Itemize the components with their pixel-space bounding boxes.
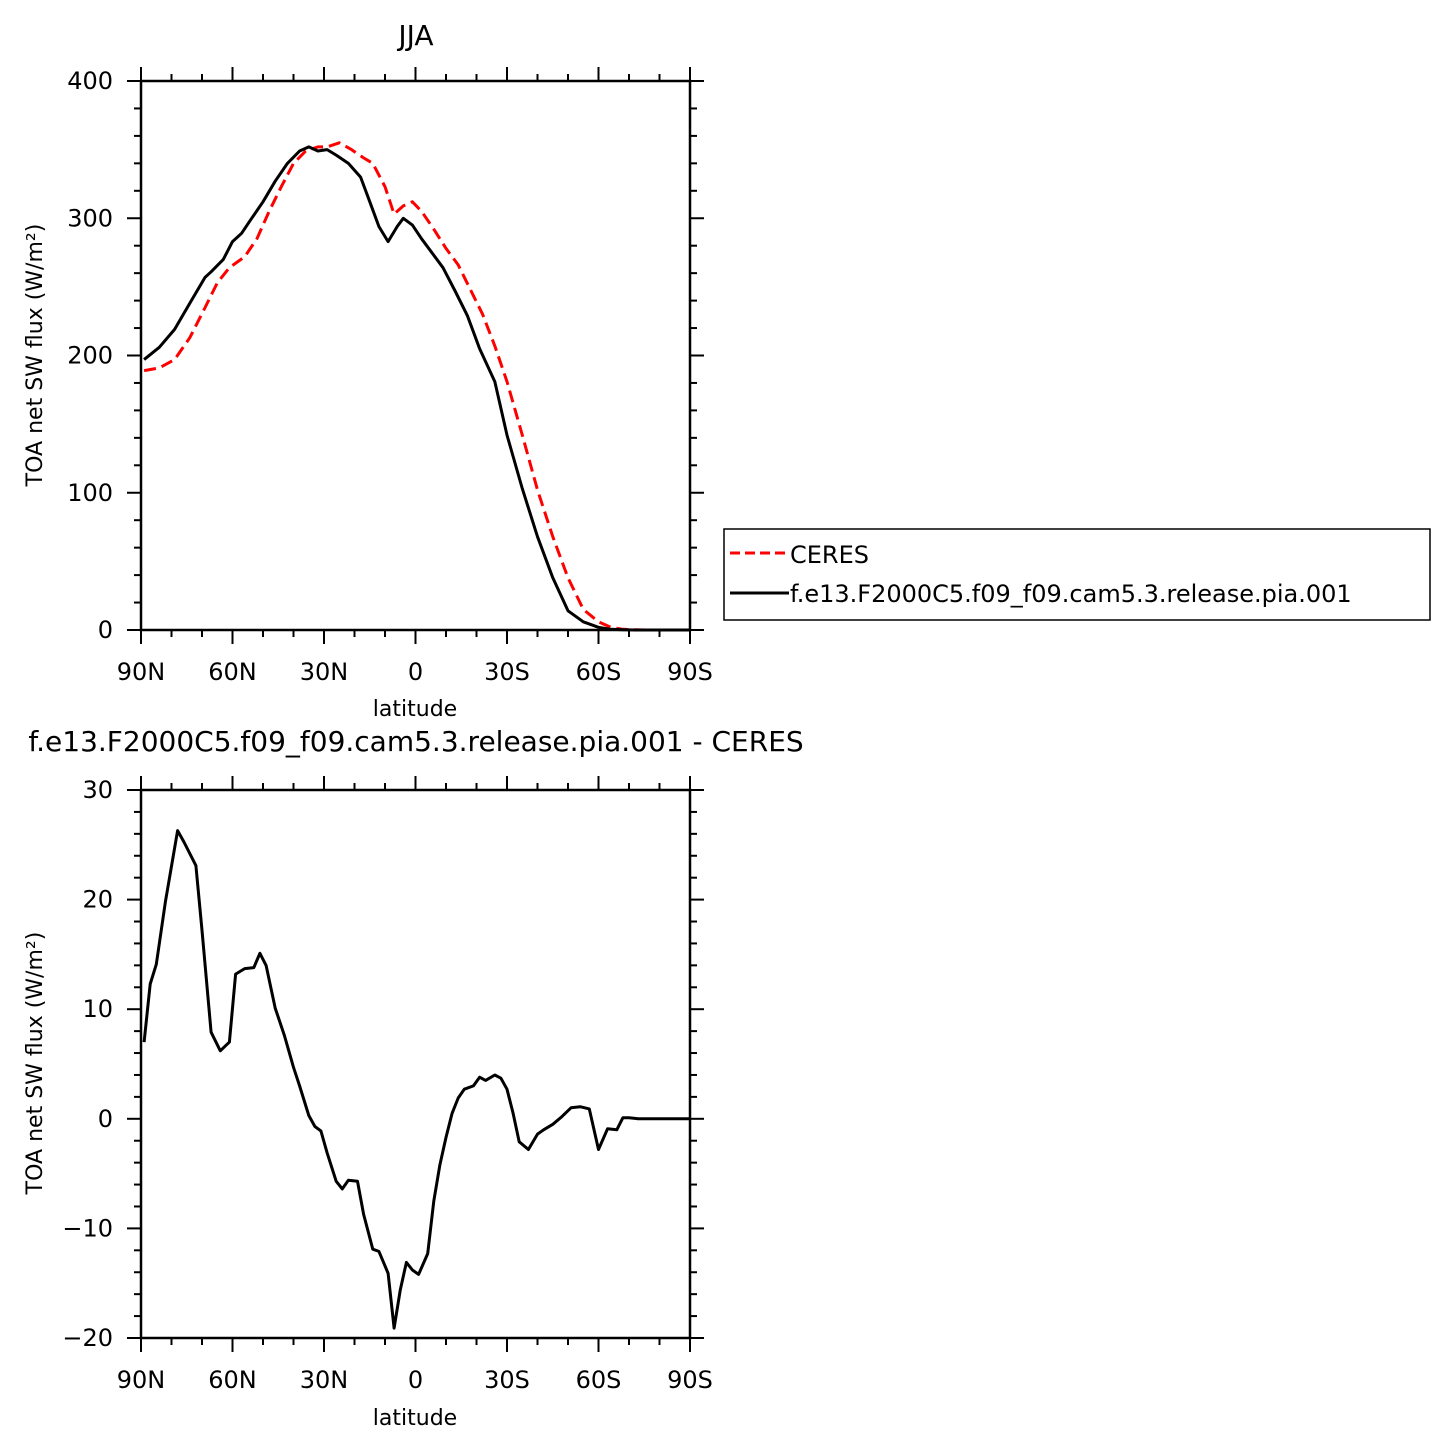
- y-tick-label: 10: [82, 995, 113, 1023]
- legend-label-ceres: CERES: [790, 541, 869, 569]
- x-tick-label: 90S: [667, 1366, 713, 1394]
- top-chart-plot-frame: [139, 79, 692, 632]
- top-chart-ylabel: TOA net SW flux (W/m²): [23, 224, 48, 488]
- x-tick-label: 0: [408, 1366, 423, 1394]
- y-tick-label: 300: [67, 204, 113, 232]
- series-line-0: [142, 829, 690, 1330]
- legend-box: [723, 528, 1431, 621]
- top-chart-series: [143, 141, 690, 632]
- x-tick-label: 60N: [208, 1366, 257, 1394]
- series-line-1: [143, 145, 690, 632]
- series-line-0: [143, 141, 690, 632]
- y-tick-label: 20: [82, 886, 113, 914]
- x-tick-label: 0: [408, 658, 423, 686]
- x-tick-label: 60N: [208, 658, 257, 686]
- y-tick-label: 0: [98, 1105, 113, 1133]
- top-chart-xlabel: latitude: [373, 697, 457, 722]
- legend: CERES f.e13.F2000C5.f09_f09.cam5.3.relea…: [723, 528, 1431, 621]
- y-tick-label: 0: [98, 616, 113, 644]
- x-tick-label: 30N: [300, 658, 349, 686]
- bottom-chart-ticks: 90N 60N 30N 0 30S 60S 90S −20 −10 0 10 20 30: [62, 776, 713, 1394]
- top-chart-ticks: 90N 60N 30N 0 30S 60S 90S 0 100 200 300 400: [67, 67, 713, 686]
- top-panel: JJA 90N 60N 30N 0 30S 60S 90S 0 100 200 300 400 lat…: [23, 19, 713, 722]
- top-chart-title: JJA: [396, 19, 433, 52]
- y-tick-label: −20: [62, 1324, 113, 1352]
- bottom-chart-series: [142, 829, 690, 1330]
- x-tick-label: 90N: [117, 1366, 166, 1394]
- bottom-chart-plot-frame: [139, 788, 692, 1340]
- x-tick-label: 90S: [667, 658, 713, 686]
- bottom-chart-xlabel: latitude: [373, 1406, 457, 1431]
- bottom-chart-ylabel: TOA net SW flux (W/m²): [23, 932, 48, 1196]
- bottom-panel: f.e13.F2000C5.f09_f09.cam5.3.release.pia…: [23, 725, 804, 1431]
- x-tick-label: 90N: [117, 658, 166, 686]
- y-tick-label: 100: [67, 479, 113, 507]
- y-tick-label: 400: [67, 67, 113, 95]
- x-tick-label: 30N: [300, 1366, 349, 1394]
- x-tick-label: 60S: [576, 658, 622, 686]
- bottom-chart-title: f.e13.F2000C5.f09_f09.cam5.3.release.pia…: [28, 725, 803, 758]
- legend-label-model: f.e13.F2000C5.f09_f09.cam5.3.release.pia…: [790, 580, 1352, 608]
- x-tick-label: 30S: [484, 1366, 530, 1394]
- x-tick-label: 60S: [576, 1366, 622, 1394]
- x-tick-label: 30S: [484, 658, 530, 686]
- y-tick-label: 30: [82, 776, 113, 804]
- y-tick-label: 200: [67, 342, 113, 370]
- y-tick-label: −10: [62, 1214, 113, 1242]
